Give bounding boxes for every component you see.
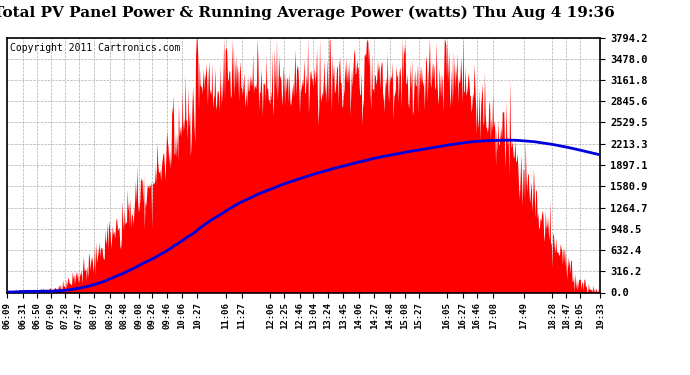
Text: Total PV Panel Power & Running Average Power (watts) Thu Aug 4 19:36: Total PV Panel Power & Running Average P… — [0, 6, 615, 20]
Text: Copyright 2011 Cartronics.com: Copyright 2011 Cartronics.com — [10, 43, 180, 52]
